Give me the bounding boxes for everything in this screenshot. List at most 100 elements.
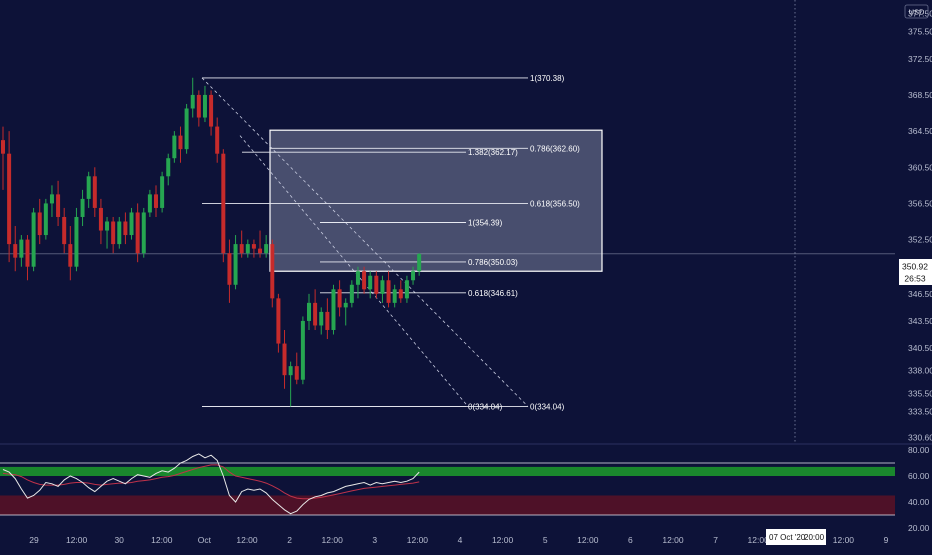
candle-body[interactable] (56, 194, 60, 217)
time-axis-tick: 12:00 (151, 535, 173, 545)
candle-body[interactable] (344, 303, 348, 308)
candle-body[interactable] (50, 194, 54, 203)
candle-body[interactable] (87, 176, 91, 199)
crosshair-date: 07 Oct '20 (769, 533, 806, 542)
time-axis-tick: 12:00 (66, 535, 88, 545)
candle-body[interactable] (38, 212, 42, 235)
candle-body[interactable] (154, 194, 158, 208)
time-axis-tick: 12:00 (748, 535, 770, 545)
candle-body[interactable] (270, 244, 274, 298)
candle-body[interactable] (136, 212, 140, 253)
candle-body[interactable] (331, 289, 335, 330)
candle-body[interactable] (123, 222, 127, 236)
candle-body[interactable] (417, 254, 421, 271)
candle-body[interactable] (166, 158, 170, 176)
candle-body[interactable] (289, 366, 293, 375)
candle-body[interactable] (81, 199, 85, 217)
candle-body[interactable] (105, 222, 109, 231)
time-axis-tick: Oct (198, 535, 212, 545)
candle-body[interactable] (387, 280, 391, 303)
candle-body[interactable] (99, 208, 103, 231)
candle-body[interactable] (240, 244, 244, 253)
candle-body[interactable] (313, 303, 317, 326)
candle-body[interactable] (25, 240, 29, 267)
price-axis-tick: 343.50 (908, 316, 932, 326)
candle-body[interactable] (93, 176, 97, 208)
candle-body[interactable] (117, 222, 121, 245)
candle-body[interactable] (338, 289, 342, 307)
candle-body[interactable] (325, 312, 329, 330)
time-axis-tick: 12:00 (833, 535, 855, 545)
candle-body[interactable] (246, 244, 250, 253)
candle-body[interactable] (368, 276, 372, 290)
candle-body[interactable] (227, 253, 231, 285)
currency-label: USD (909, 8, 925, 17)
candle-body[interactable] (221, 154, 225, 253)
candle-body[interactable] (19, 240, 23, 258)
candle-body[interactable] (405, 280, 409, 298)
candle-body[interactable] (399, 289, 403, 298)
fib-level-label: 0.618(346.61) (468, 289, 518, 298)
candle-body[interactable] (301, 321, 305, 380)
time-axis-tick: 12:00 (407, 535, 429, 545)
candle-body[interactable] (374, 276, 378, 294)
price-axis-tick: 352.50 (908, 235, 932, 245)
candle-body[interactable] (356, 271, 360, 285)
candle-body[interactable] (1, 140, 5, 154)
price-axis-tick: 335.50 (908, 388, 932, 398)
time-axis-tick: 6 (628, 535, 633, 545)
candle-body[interactable] (32, 212, 36, 266)
candle-body[interactable] (13, 244, 17, 258)
candle-body[interactable] (111, 222, 115, 245)
rsi-pane[interactable] (0, 454, 895, 515)
candle-body[interactable] (209, 95, 213, 127)
rsi-axis-tick: 60.00 (908, 471, 930, 481)
candle-body[interactable] (215, 127, 219, 154)
candle-body[interactable] (319, 312, 323, 326)
time-axis-tick: 12:00 (577, 535, 599, 545)
candle-body[interactable] (295, 366, 299, 380)
time-axis-tick: 30 (114, 535, 124, 545)
candle-body[interactable] (191, 95, 195, 109)
candle-body[interactable] (185, 108, 189, 149)
rsi-axis-tick: 80.00 (908, 445, 930, 455)
candle-body[interactable] (130, 212, 134, 235)
candle-body[interactable] (44, 203, 48, 235)
candle-body[interactable] (380, 280, 384, 294)
current-price-label: 350.92 (902, 262, 928, 272)
candle-body[interactable] (283, 344, 287, 376)
candle-body[interactable] (252, 244, 256, 249)
candle-body[interactable] (258, 249, 262, 254)
candle-body[interactable] (411, 271, 415, 280)
time-axis-tick: 12:00 (662, 535, 684, 545)
price-axis-tick: 375.50 (908, 27, 932, 37)
price-axis-tick: 364.50 (908, 126, 932, 136)
candle-body[interactable] (264, 244, 268, 253)
candle-body[interactable] (197, 95, 201, 118)
candle-body[interactable] (68, 244, 72, 267)
candle-body[interactable] (393, 289, 397, 303)
price-axis-tick: 340.50 (908, 343, 932, 353)
candle-body[interactable] (362, 271, 366, 289)
fib-level-label: 1.382(362.17) (468, 148, 518, 157)
candle-body[interactable] (62, 217, 66, 244)
price-axis-tick: 333.50 (908, 406, 932, 416)
candle-body[interactable] (307, 303, 311, 321)
candle-body[interactable] (276, 298, 280, 343)
candle-body[interactable] (7, 154, 11, 244)
candle-body[interactable] (178, 136, 182, 150)
candle-body[interactable] (148, 194, 152, 212)
candle-body[interactable] (172, 136, 176, 159)
candle-body[interactable] (234, 244, 238, 285)
candle-body[interactable] (203, 95, 207, 118)
candle-body[interactable] (142, 212, 146, 253)
time-axis-tick: 3 (372, 535, 377, 545)
candle-body[interactable] (74, 217, 78, 267)
candle-body[interactable] (160, 176, 164, 208)
fib-level-label: 0(334.04) (530, 402, 565, 411)
candle-body[interactable] (350, 285, 354, 303)
time-axis-tick: 2 (287, 535, 292, 545)
time-axis-tick: 9 (884, 535, 889, 545)
